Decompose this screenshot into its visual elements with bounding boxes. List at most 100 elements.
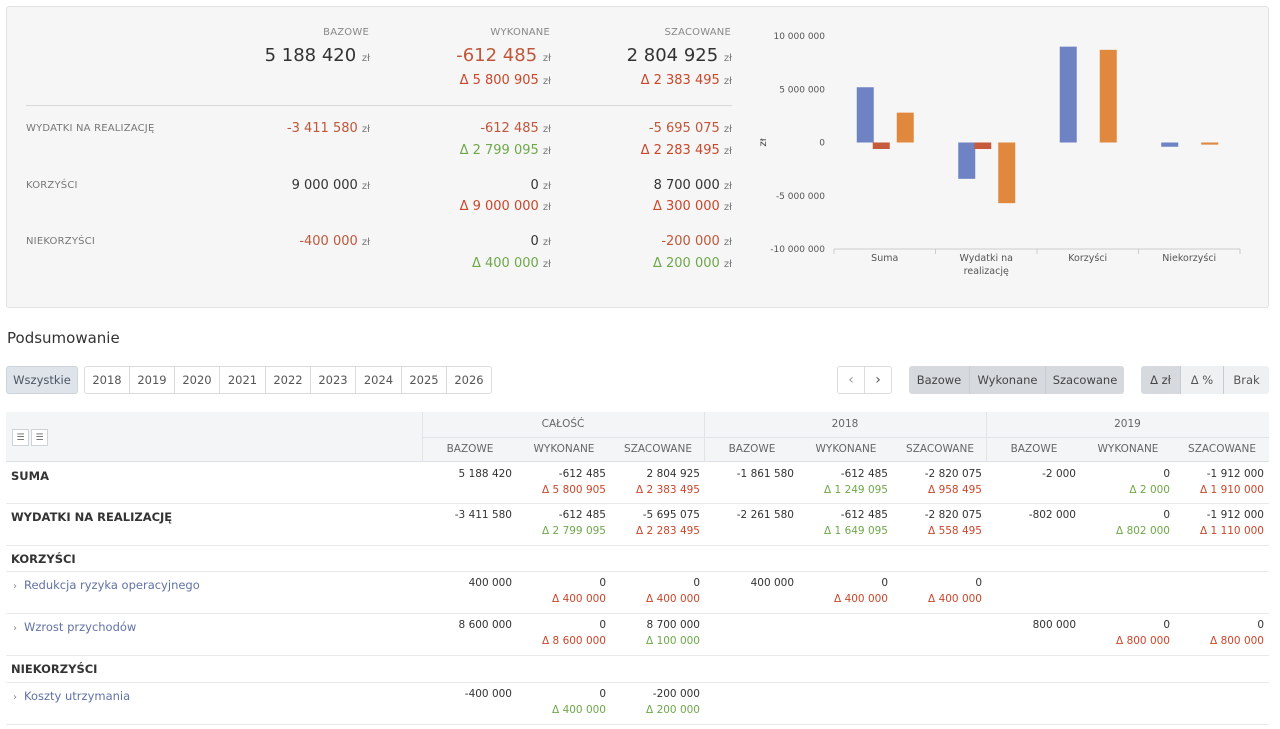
group-header-total: CAŁOŚĆ <box>541 418 585 430</box>
row-divider <box>6 503 1269 504</box>
table-cell-value: -612 485 <box>558 468 606 480</box>
next-page-button[interactable]: › <box>864 366 892 394</box>
bar-wykonane <box>974 142 992 150</box>
table-cell-value: 800 000 <box>1032 619 1076 631</box>
table-cell-delta: Δ 2 799 095 <box>542 525 606 537</box>
row-label: Redukcja ryzyka operacyjnego <box>24 578 200 592</box>
table-cell-delta: Δ 2 383 495 <box>636 484 700 496</box>
table-cell-value: -3 411 580 <box>454 509 512 521</box>
summary-row-value: -612 485 zł <box>480 121 551 136</box>
summary-row-value: 9 000 000 zł <box>291 178 370 193</box>
summary-header-wykonane: WYKONANE <box>490 27 550 38</box>
table-cell-delta: Δ 400 000 <box>552 704 606 716</box>
year-button-2023[interactable]: 2023 <box>311 366 356 394</box>
table-cell-delta: Δ 2 000 <box>1129 484 1170 496</box>
expand-all-icon[interactable]: ☰ <box>31 429 48 446</box>
year-button-2026[interactable]: 2026 <box>447 366 492 394</box>
table-cell-delta: Δ 1 910 000 <box>1200 484 1264 496</box>
table-cell-delta: Δ 1 649 095 <box>824 525 888 537</box>
expandable-row[interactable]: › Koszty utrzymania <box>13 689 130 703</box>
column-header: BAZOWE <box>728 443 776 455</box>
scenario-wykonane-button[interactable]: Wykonane <box>970 366 1046 394</box>
table-cell-value: 8 600 000 <box>458 619 512 631</box>
table-cell-value: 400 000 <box>468 577 512 589</box>
x-tick-label: Suma <box>871 253 898 264</box>
bar-bazowe <box>1059 46 1077 143</box>
column-header: SZACOWANE <box>624 443 692 455</box>
y-tick-label: 10 000 000 <box>773 32 825 42</box>
table-cell-delta: Δ 5 800 905 <box>542 484 606 496</box>
table-cell-value: 400 000 <box>750 577 794 589</box>
table-cell-value: -802 000 <box>1028 509 1076 521</box>
summary-header-bazowe: BAZOWE <box>323 27 369 38</box>
year-button-2022[interactable]: 2022 <box>266 366 311 394</box>
chevron-right-icon[interactable]: › <box>13 581 17 592</box>
year-button-2025[interactable]: 2025 <box>402 366 447 394</box>
collapse-all-icon[interactable]: ☰ <box>12 429 29 446</box>
summary-total-delta-wykonane: Δ 5 800 905 zł <box>459 73 551 88</box>
row-divider <box>6 724 1269 725</box>
summary-row-value: -5 695 075 zł <box>648 121 732 136</box>
delta-percent-button[interactable]: Δ % <box>1181 366 1224 394</box>
x-tick-label: Niekorzyści <box>1162 253 1216 264</box>
table-cell-value: -1 912 000 <box>1206 468 1264 480</box>
summary-row-value: 0 zł <box>530 178 551 193</box>
row-divider <box>6 682 1269 683</box>
x-tick-label: Korzyści <box>1068 253 1107 264</box>
scenario-bazowe-button[interactable]: Bazowe <box>909 366 970 394</box>
table-cell-value: -612 485 <box>840 468 888 480</box>
table-cell-delta: Δ 400 000 <box>552 593 606 605</box>
table-cell-value: -612 485 <box>840 509 888 521</box>
table-cell-value: -1 912 000 <box>1206 509 1264 521</box>
delta-zl-button[interactable]: Δ zł <box>1141 366 1181 394</box>
chevron-right-icon[interactable]: › <box>13 692 17 703</box>
table-cell-value: 0 <box>599 577 606 589</box>
table-cell-delta: Δ 2 283 495 <box>636 525 700 537</box>
table-cell-value: 2 804 925 <box>646 468 700 480</box>
year-button-2019[interactable]: 2019 <box>130 366 175 394</box>
bar-bazowe <box>1161 142 1179 147</box>
summary-row-label: WYDATKI NA REALIZACJĘ <box>26 123 155 134</box>
column-header: SZACOWANE <box>906 443 974 455</box>
summary-row-value: 0 zł <box>530 234 551 249</box>
bar-wykonane <box>872 142 890 150</box>
year-button-2018[interactable]: 2018 <box>84 366 130 394</box>
chevron-right-icon[interactable]: › <box>13 623 17 634</box>
scenario-szacowane-button[interactable]: Szacowane <box>1046 366 1124 394</box>
table-cell-value: -400 000 <box>464 688 512 700</box>
prev-page-button[interactable]: ‹ <box>837 366 865 394</box>
row-divider <box>6 571 1269 572</box>
table-cell-value: -1 861 580 <box>736 468 794 480</box>
y-tick-label: 0 <box>819 139 825 149</box>
row-label: Koszty utrzymania <box>24 689 131 703</box>
table-cell-delta: Δ 200 000 <box>646 704 700 716</box>
table-cell-value: 5 188 420 <box>458 468 512 480</box>
table-cell-delta: Δ 558 495 <box>928 525 982 537</box>
year-button-2021[interactable]: 2021 <box>220 366 266 394</box>
summary-header-szacowane: SZACOWANE <box>664 27 731 38</box>
column-header: WYKONANE <box>533 443 595 455</box>
x-tick-label: realizację <box>964 266 1009 277</box>
table-cell-delta: Δ 1 249 095 <box>824 484 888 496</box>
expandable-row[interactable]: › Redukcja ryzyka operacyjnego <box>13 578 200 592</box>
year-button-2020[interactable]: 2020 <box>175 366 220 394</box>
column-header: BAZOWE <box>1010 443 1058 455</box>
y-axis-label: zł <box>760 138 769 146</box>
table-cell-value: 0 <box>693 577 700 589</box>
expandable-row[interactable]: › Wzrost przychodów <box>13 620 136 634</box>
filter-all-button[interactable]: Wszystkie <box>6 366 78 394</box>
y-tick-label: -5 000 000 <box>776 192 825 202</box>
summary-row-value: -3 411 580 zł <box>286 121 370 136</box>
table-row-title: WYDATKI NA REALIZACJĘ <box>11 510 173 524</box>
table-cell-value: 0 <box>1257 619 1264 631</box>
table-cell-value: -612 485 <box>558 509 606 521</box>
table-row-title: SUMA <box>11 469 49 483</box>
delta-none-button[interactable]: Brak <box>1224 366 1269 394</box>
table-cell-delta: Δ 800 000 <box>1116 635 1170 647</box>
summary-row-value: -400 000 zł <box>299 234 370 249</box>
year-button-2024[interactable]: 2024 <box>356 366 402 394</box>
table-cell-delta: Δ 400 000 <box>928 593 982 605</box>
chevron-right-icon: › <box>875 372 881 388</box>
summary-row-label: KORZYŚCI <box>26 180 78 191</box>
bar-szacowane <box>1099 49 1117 143</box>
